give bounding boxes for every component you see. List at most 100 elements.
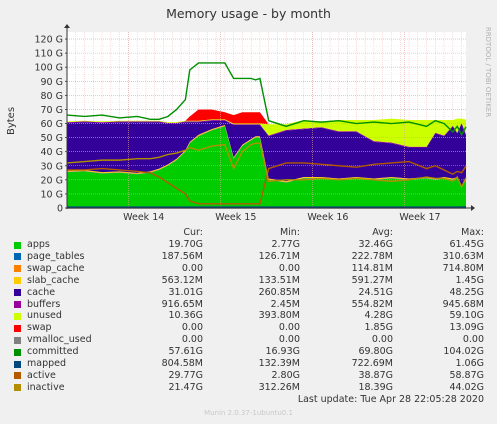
legend-cur: 0.00 (181, 334, 203, 346)
legend-avg: 38.87G (358, 369, 393, 381)
legend-avg: 722.69M (351, 358, 393, 369)
legend-cur: 10.36G (168, 310, 203, 322)
legend-row-cache: cache 31.01G 260.85M 24.51G 48.25G (0, 287, 497, 299)
legend-cur: 187.56M (161, 250, 203, 262)
line-inactive (66, 142, 467, 189)
legend-avg: 0.00 (371, 334, 393, 346)
y-tick-label: 10 G (41, 189, 63, 200)
legend-col-cur: Cur: (183, 227, 203, 238)
legend-avg: 591.27M (351, 274, 393, 286)
legend-label: swap_cache (27, 262, 85, 274)
legend-max: 1.06G (455, 358, 484, 369)
y-tick-labels: 0 10 G 20 G 30 G 40 G 50 G 60 G 70 G 80 G 90 G 100… (34, 35, 67, 215)
legend-swatch (14, 301, 21, 308)
legend-row-page-tables: page_tables 187.56M 126.71M 222.78M 310.63M (0, 251, 497, 263)
legend-min: 133.51M (258, 274, 300, 286)
x-tick-label: Week 16 (307, 212, 348, 223)
legend-cur: 563.12M (161, 274, 203, 286)
legend-avg: 114.81M (351, 262, 393, 274)
area-cache (67, 120, 466, 186)
legend-label: buffers (27, 298, 61, 310)
area-apps (67, 126, 466, 208)
legend-row-swap: swap 0.00 0.00 1.85G 13.09G (0, 322, 497, 334)
legend-swatch (14, 241, 21, 249)
x-tick-labels: Week 14 Week 15 Week 16 Week 17 (123, 212, 440, 223)
legend-max: 945.68M (442, 298, 484, 310)
legend-swatch (14, 289, 21, 297)
major-grid (67, 32, 466, 208)
y-tick-label: 40 G (41, 147, 63, 158)
axes (64, 24, 475, 211)
legend-label: unused (27, 310, 62, 322)
y-tick-label: 120 G (34, 35, 63, 46)
rrdtool-watermark: RRDTOOL / TOBI OETIKER (484, 27, 492, 117)
last-update: Last update: Tue Apr 28 22:05:28 2020 (297, 394, 484, 405)
legend-label: committed (27, 346, 79, 358)
legend-min: 0.00 (278, 262, 300, 274)
x-tick-label: Week 17 (399, 212, 440, 223)
legend-avg: 1.85G (364, 322, 393, 334)
legend-max: 714.80M (442, 262, 484, 274)
legend-min: 126.71M (258, 250, 300, 262)
legend-max: 61.45G (449, 239, 484, 250)
legend-swatch (14, 277, 21, 285)
legend-col-min: Min: (279, 227, 300, 238)
legend-max: 58.87G (449, 369, 484, 381)
legend-label: inactive (27, 381, 65, 393)
legend-swatch (14, 253, 21, 261)
legend-min: 312.26M (258, 381, 300, 393)
legend-row-committed: committed 57.61G 16.93G 69.80G 104.02G (0, 346, 497, 358)
legend-avg: 32.46G (358, 239, 393, 250)
legend-swatch (14, 265, 21, 273)
legend-cur: 31.01G (168, 286, 203, 298)
legend-avg: 24.51G (358, 286, 393, 298)
y-tick-label: 0 (57, 204, 63, 215)
line-committed (66, 62, 467, 137)
chart-title: Memory usage - by month (166, 6, 331, 21)
legend-swatch (14, 336, 21, 344)
legend-cur: 29.77G (168, 369, 203, 381)
legend-label: vmalloc_used (27, 334, 92, 346)
legend-min: 0.00 (278, 334, 300, 346)
legend-max: 0.00 (462, 334, 484, 346)
legend-label: cache (27, 286, 56, 298)
legend-label: swap (27, 322, 52, 334)
legend-row-buffers: buffers 916.65M 2.45M 554.82M 945.68M (0, 299, 497, 311)
legend-min: 393.80M (258, 310, 300, 322)
legend-min: 2.45M (270, 298, 300, 310)
legend-cur: 0.00 (181, 262, 203, 274)
y-tick-label: 100 G (34, 63, 63, 74)
legend-max: 13.09G (449, 322, 484, 334)
y-tick-label: 70 G (41, 105, 63, 116)
legend-label: page_tables (27, 250, 85, 262)
y-tick-label: 60 G (41, 119, 63, 130)
legend-swatch (14, 372, 21, 380)
legend-cur: 19.70G (168, 239, 203, 250)
legend-avg: 4.28G (364, 310, 393, 322)
area-swap (67, 109, 466, 125)
legend-min: 0.00 (278, 322, 300, 334)
legend-label: apps (27, 239, 50, 250)
y-axis-arrow (64, 24, 70, 28)
legend-row-active: active 29.77G 2.80G 38.87G 58.87G (0, 370, 497, 382)
legend-col-max: Max: (461, 227, 484, 238)
legend-max: 44.02G (449, 381, 484, 393)
legend-cur: 0.00 (181, 322, 203, 334)
legend-max: 310.63M (442, 250, 484, 262)
legend-max: 1.45G (455, 274, 484, 286)
legend-row-mapped: mapped 804.58M 132.39M 722.69M 1.06G (0, 358, 497, 370)
y-tick-label: 20 G (41, 175, 63, 186)
legend-col-avg: Avg: (372, 227, 393, 238)
legend-max: 59.10G (449, 310, 484, 322)
legend-swatch (14, 360, 21, 368)
legend-max: 48.25G (449, 286, 484, 298)
legend-avg: 18.39G (358, 381, 393, 393)
legend-min: 132.39M (258, 358, 300, 369)
legend-row-apps: apps 19.70G 2.77G 32.46G 61.45G (0, 239, 497, 251)
stacked-areas (67, 109, 466, 208)
y-tick-label: 50 G (41, 133, 63, 144)
legend-min: 2.77G (271, 239, 300, 250)
legend-min: 260.85M (258, 286, 300, 298)
legend-row-swap-cache: swap_cache 0.00 0.00 114.81M 714.80M (0, 263, 497, 275)
y-axis-label: Bytes (6, 107, 17, 135)
